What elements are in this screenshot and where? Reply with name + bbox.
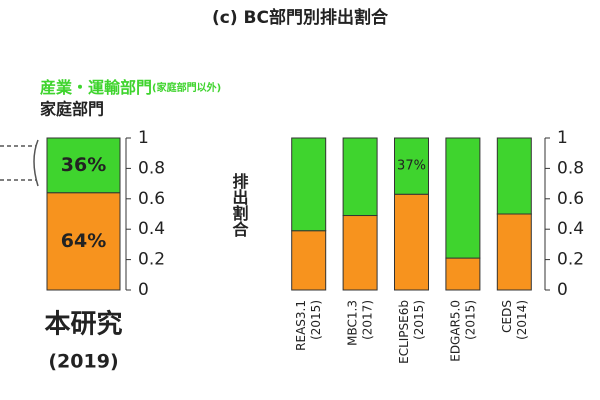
y-tick-label: 0.2 [138,250,165,270]
bar-segment [342,137,378,217]
bar-segment [342,215,378,291]
y-tick-label: 0.8 [138,158,165,178]
y-axis-label: 排出割合 [230,172,249,238]
bar-segment [291,137,327,232]
bar-segment [496,137,532,215]
y-tick-label: 1 [557,128,568,148]
bracket [0,139,39,187]
y-tick-label: 0.4 [138,219,165,239]
value-label: 36% [61,154,106,176]
y-tick-label: 1 [138,128,149,148]
legend-entry: 家庭部門 [40,100,104,119]
value-label: 64% [61,230,106,252]
x-tick-label: EDGAR5.0 [448,300,462,362]
x-tick-label: 本研究 [44,309,122,340]
y-tick-label: 0.8 [557,158,584,178]
x-tick-label: MBC1.3 [346,300,360,346]
y-tick-label: 0 [138,280,149,300]
bar-segment [445,137,481,259]
x-tick-year: (2015) [463,300,477,340]
chart-title: (c) BC部門別排出割合 [212,7,389,28]
x-tick-label: ECLIPSE6b [397,300,411,364]
bar-segment [46,192,121,291]
x-tick-label: REAS3.1 [294,300,308,351]
y-tick-label: 0 [557,280,568,300]
x-tick-year: (2015) [412,300,426,340]
x-tick-year: (2015) [309,300,323,340]
bar-segment [394,193,429,291]
x-tick-year: (2014) [515,300,529,340]
bar-segment [46,137,121,194]
y-tick-label: 0.2 [557,250,584,270]
bar-segment [496,213,532,291]
y-tick-label: 0.4 [557,219,584,239]
x-tick-year: (2017) [361,300,375,340]
y-tick-label: 0.6 [138,189,165,209]
x-tick-year: (2019) [48,351,118,373]
legend-note: (家庭部門以外) [152,81,221,94]
bar-segment [445,257,481,291]
x-tick-label: CEDS [500,300,514,333]
legend-label: 産業・運輸部門 [40,78,152,97]
bar-segment [394,137,429,195]
bar-segment [291,230,327,291]
legend-entry: 産業・運輸部門(家庭部門以外) [40,78,221,97]
y-tick-label: 0.6 [557,189,584,209]
value-label: 37% [397,159,426,174]
